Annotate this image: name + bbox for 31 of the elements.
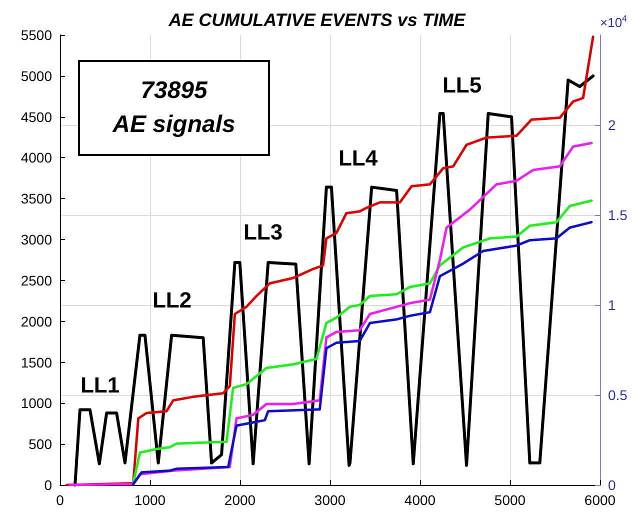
y2-tick-label: 1 xyxy=(608,297,616,313)
x-tick-label: 3000 xyxy=(314,492,346,508)
y2-tick-label: 0.5 xyxy=(608,387,628,403)
annotation: LL3 xyxy=(243,220,283,244)
x-tick-label: 6000 xyxy=(584,492,616,508)
y-tick-label: 1000 xyxy=(20,395,52,412)
y-tick-label: 5500 xyxy=(20,27,52,43)
y-tick-label: 1500 xyxy=(20,354,52,370)
y-tick-label: 3500 xyxy=(20,190,52,207)
annotation: LL1 xyxy=(80,372,120,398)
y2-tick-label: 0 xyxy=(608,477,616,493)
y-tick-label: 5000 xyxy=(20,68,52,84)
annotation: LL4 xyxy=(338,146,378,170)
chart-title: AE CUMULATIVE EVENTS vs TIME xyxy=(168,10,466,30)
y-tick-label: 2000 xyxy=(20,313,52,330)
y-tick-label: 3000 xyxy=(20,232,52,248)
annotation: LL2 xyxy=(152,288,192,312)
annotation: 73895 AE signals xyxy=(78,60,270,156)
x-tick-label: 5000 xyxy=(494,492,526,508)
y-tick-label: 0 xyxy=(44,477,52,493)
y2-tick-label: 1.5 xyxy=(608,207,628,223)
y-tick-label: 4000 xyxy=(20,150,52,166)
x-tick-label: 2000 xyxy=(224,492,256,508)
x-tick-label: 4000 xyxy=(404,492,436,508)
annotation: LL5 xyxy=(442,72,482,98)
y-tick-label: 500 xyxy=(28,436,52,452)
x-tick-label: 0 xyxy=(56,492,64,508)
y-tick-label: 4500 xyxy=(20,108,52,125)
y2-tick-label: 2 xyxy=(608,117,616,133)
y-tick-label: 2500 xyxy=(20,272,52,288)
x-tick-label: 1000 xyxy=(134,492,166,508)
